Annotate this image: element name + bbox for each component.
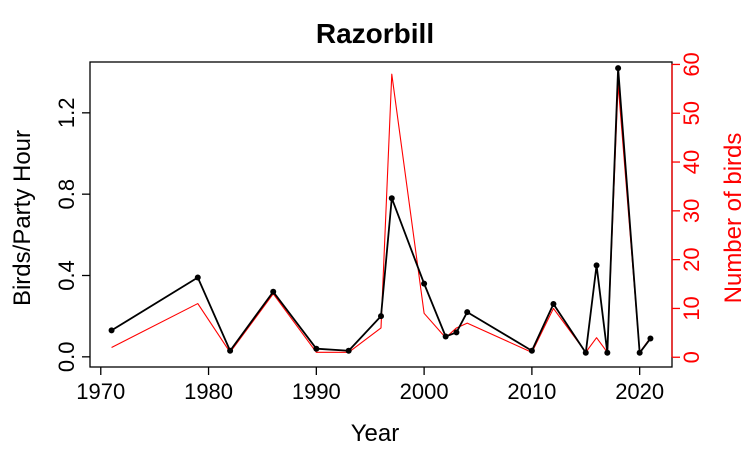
y-right-tick-label: 60: [679, 52, 704, 76]
y-right-tick-label: 0: [679, 351, 704, 363]
series-line-birds-per-party-hour: [111, 67, 652, 354]
data-point: [313, 345, 320, 352]
series-layer: [108, 65, 654, 356]
data-point: [421, 280, 428, 287]
y-tick-label: 0.4: [54, 260, 79, 291]
data-point: [345, 347, 352, 354]
data-point: [550, 300, 557, 307]
x-axis: 1970 1980 1990 2000 2010 2020: [76, 367, 664, 404]
y-right-tick-label: 50: [679, 101, 704, 125]
data-point: [378, 313, 384, 320]
x-tick-label: 2020: [615, 379, 664, 404]
data-point: [194, 274, 201, 281]
data-point: [453, 329, 460, 336]
y-axis-right-label: Number of birds: [720, 133, 747, 304]
y-tick-label: 0.8: [54, 179, 79, 210]
data-point: [593, 262, 600, 269]
data-point: [227, 347, 234, 354]
y-right-tick-label: 30: [679, 199, 704, 223]
data-point: [582, 349, 589, 356]
y-right-tick-label: 40: [679, 150, 704, 174]
y-tick-label: 0.0: [54, 342, 79, 373]
y-tick-label: 1.2: [54, 98, 79, 129]
data-point: [615, 65, 622, 72]
data-point: [108, 327, 115, 334]
chart-title: Razorbill: [316, 18, 434, 49]
y-axis-left: 0.0 0.4 0.8 1.2: [54, 98, 90, 373]
y-axis-label: Birds/Party Hour: [9, 130, 36, 306]
data-point: [442, 333, 449, 340]
x-tick-label: 1970: [76, 379, 125, 404]
data-point: [528, 347, 535, 354]
x-tick-label: 2000: [400, 379, 449, 404]
series-line-number-of-birds: [111, 73, 651, 353]
data-point: [604, 349, 611, 356]
data-point: [464, 309, 471, 316]
data-point: [636, 349, 643, 356]
x-tick-label: 1980: [184, 379, 233, 404]
y-axis-right: 0 10 20 30 40 50 60: [671, 52, 704, 363]
y-right-tick-label: 10: [679, 296, 704, 320]
x-tick-label: 2010: [507, 379, 556, 404]
data-point: [388, 195, 395, 202]
data-point: [647, 335, 654, 342]
y-right-tick-label: 20: [679, 247, 704, 271]
x-tick-label: 1990: [292, 379, 341, 404]
x-axis-label: Year: [351, 420, 400, 447]
data-point: [270, 288, 277, 295]
